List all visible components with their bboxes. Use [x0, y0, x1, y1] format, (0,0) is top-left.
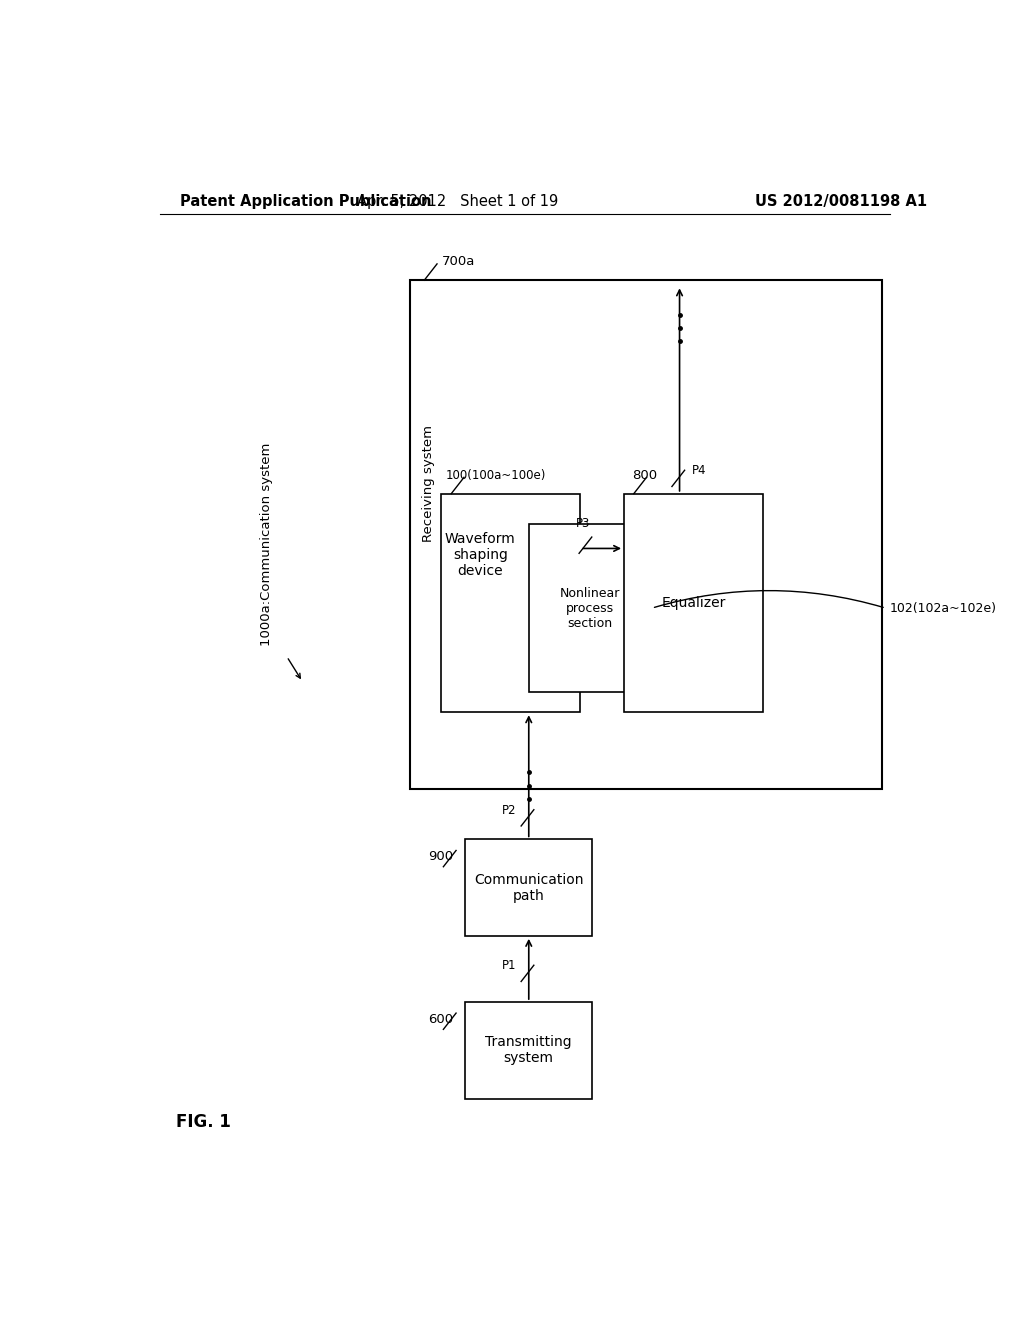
Text: 700a: 700a [441, 255, 475, 268]
Text: Waveform
shaping
device: Waveform shaping device [445, 532, 516, 578]
Text: Patent Application Publication: Patent Application Publication [179, 194, 431, 209]
Text: P3: P3 [575, 517, 590, 531]
Text: 800: 800 [632, 469, 657, 482]
Text: 102(102a~102e): 102(102a~102e) [890, 602, 996, 615]
Bar [465, 840, 592, 936]
Text: P1: P1 [503, 958, 517, 972]
Text: 100(100a~100e): 100(100a~100e) [445, 469, 546, 482]
Text: 600: 600 [428, 1012, 454, 1026]
Text: P2: P2 [503, 804, 517, 817]
Text: Transmitting
system: Transmitting system [485, 1035, 572, 1065]
Bar [465, 1002, 592, 1098]
Text: 1000a:Communication system: 1000a:Communication system [260, 444, 273, 647]
Bar [410, 280, 882, 788]
Bar [624, 494, 763, 713]
Bar [441, 494, 581, 713]
Text: Communication
path: Communication path [474, 873, 584, 903]
Text: FIG. 1: FIG. 1 [176, 1113, 230, 1131]
Text: P4: P4 [691, 463, 706, 477]
Text: 900: 900 [428, 850, 454, 863]
Bar [528, 524, 652, 692]
Text: Nonlinear
process
section: Nonlinear process section [560, 586, 621, 630]
Text: Equalizer: Equalizer [662, 597, 726, 610]
Text: US 2012/0081198 A1: US 2012/0081198 A1 [755, 194, 927, 209]
Text: Apr. 5, 2012   Sheet 1 of 19: Apr. 5, 2012 Sheet 1 of 19 [356, 194, 558, 209]
Text: Receiving system: Receiving system [422, 425, 434, 543]
